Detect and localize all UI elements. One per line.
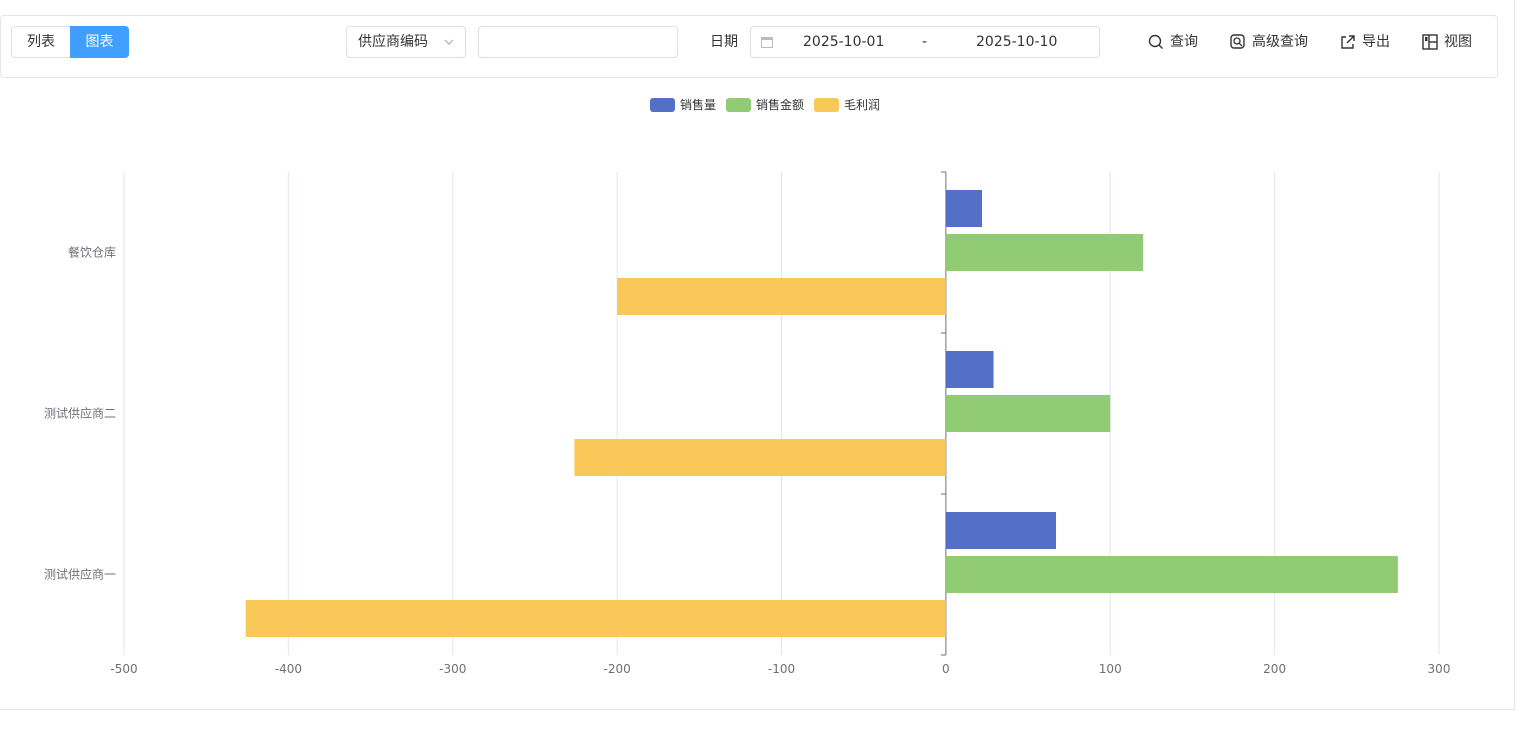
export-button[interactable]: 导出 xyxy=(1340,26,1390,58)
x-tick-label: -400 xyxy=(275,662,302,676)
legend-label: 毛利润 xyxy=(844,98,881,112)
advanced-search-icon xyxy=(1230,34,1245,49)
export-button-label: 导出 xyxy=(1362,34,1390,50)
advanced-search-button-label: 高级查询 xyxy=(1252,34,1308,50)
search-button[interactable]: 查询 xyxy=(1148,26,1198,58)
y-category-label: 测试供应商一 xyxy=(44,567,116,582)
view-toggle: 列表 图表 xyxy=(11,26,129,58)
date-label: 日期 xyxy=(710,34,738,50)
x-tick-label: 100 xyxy=(1099,662,1122,676)
legend-item-gross-profit[interactable]: 毛利润 xyxy=(814,96,880,113)
y-category-label: 餐饮仓库 xyxy=(68,245,116,260)
date-end[interactable]: 2025-10-10 xyxy=(976,34,1058,50)
supplier-field-select-value: 供应商编码 xyxy=(358,34,428,50)
view-layout-icon xyxy=(1422,34,1438,50)
export-icon xyxy=(1341,35,1355,49)
date-range-picker[interactable]: 2025-10-01 - 2025-10-10 xyxy=(750,26,1100,58)
legend-item-sales-amount[interactable]: 销售金额 xyxy=(725,96,804,113)
bar-0-2 xyxy=(245,600,946,637)
chart-legend: 销售量 销售金额 毛利润 xyxy=(0,96,1530,113)
bar-1-0 xyxy=(945,351,994,388)
bar-0-0 xyxy=(945,512,1057,549)
x-tick-label: 300 xyxy=(1428,662,1451,676)
bar-0-1 xyxy=(945,556,1398,593)
panel-right-border xyxy=(1514,0,1515,710)
calendar-icon xyxy=(761,37,773,48)
bar-1-2 xyxy=(574,439,946,476)
legend-item-sales-qty[interactable]: 销售量 xyxy=(649,96,716,113)
bar-2-1 xyxy=(945,234,1144,271)
legend-label: 销售金额 xyxy=(755,98,804,112)
bar-2-2 xyxy=(617,278,946,315)
x-tick-label: -200 xyxy=(604,662,631,676)
tab-chart-view[interactable]: 图表 xyxy=(70,26,129,58)
x-tick-label: -500 xyxy=(110,662,137,676)
chevron-down-icon xyxy=(443,27,455,68)
panel-bottom-border xyxy=(0,709,1515,710)
supplier-field-select[interactable]: 供应商编码 xyxy=(346,26,466,58)
legend-swatch xyxy=(649,97,675,112)
x-tick-label: -100 xyxy=(768,662,795,676)
x-tick-label: 200 xyxy=(1263,662,1286,676)
date-start[interactable]: 2025-10-01 xyxy=(803,34,885,50)
legend-label: 销售量 xyxy=(679,98,716,112)
x-tick-label: -300 xyxy=(439,662,466,676)
x-tick-label: 0 xyxy=(942,662,950,676)
view-button[interactable]: 视图 xyxy=(1422,26,1472,58)
view-button-label: 视图 xyxy=(1444,34,1472,50)
date-separator: - xyxy=(922,34,928,50)
search-icon xyxy=(1148,34,1163,49)
toolbar: 列表 图表 供应商编码 日期 2025-10-01 - 2025-10-10 查… xyxy=(0,15,1498,78)
bar-2-0 xyxy=(945,190,983,227)
legend-swatch xyxy=(814,97,839,112)
advanced-search-button[interactable]: 高级查询 xyxy=(1230,26,1308,58)
tab-list-view[interactable]: 列表 xyxy=(11,26,70,58)
legend-swatch xyxy=(725,97,751,112)
y-category-label: 测试供应商二 xyxy=(44,406,116,421)
search-button-label: 查询 xyxy=(1170,34,1198,50)
search-input[interactable] xyxy=(478,26,678,58)
bar-1-1 xyxy=(945,395,1111,432)
